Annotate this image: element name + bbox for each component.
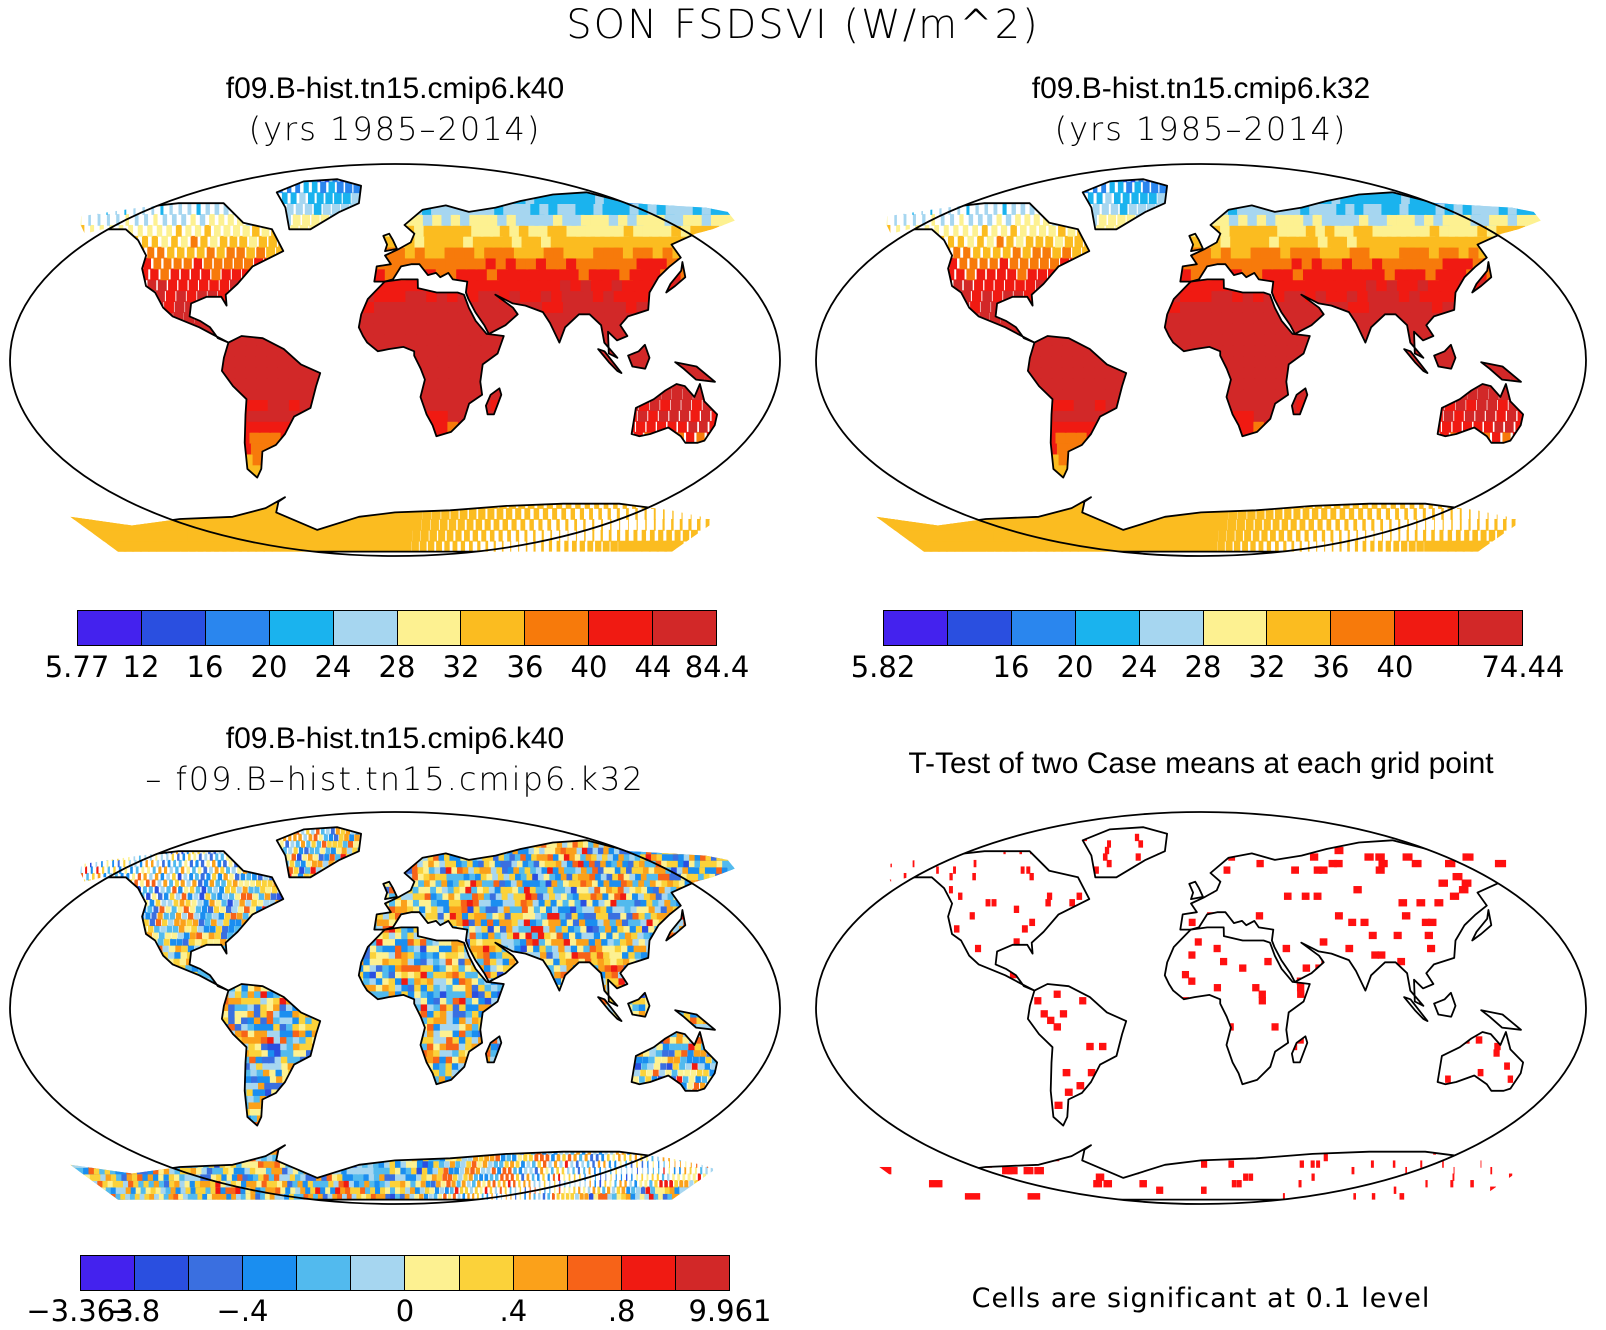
colorbar-tick-label: −.8 xyxy=(108,1294,160,1328)
map-ttest xyxy=(806,808,1596,1208)
colorbar-swatch xyxy=(1140,611,1204,645)
colorbar-swatch xyxy=(948,611,1012,645)
colorbar-case1 xyxy=(77,610,717,646)
colorbar-tick-label: 44 xyxy=(635,650,672,684)
figure-title: SON FSDSVI (W/m^2) xyxy=(0,2,1606,48)
colorbar-swatch xyxy=(460,1256,514,1290)
panel-diff-title: f09.B-hist.tn15.cmip6.k40 – f09.B–hist.t… xyxy=(0,722,790,798)
colorbar-tick-label: 16 xyxy=(187,650,224,684)
colorbar-swatch xyxy=(135,1256,189,1290)
colorbar-swatch xyxy=(206,611,270,645)
colorbar-tick-label: 5.77 xyxy=(45,650,110,684)
colorbar-tick-label: 20 xyxy=(1057,650,1094,684)
colorbar-tick-label: 84.4 xyxy=(685,650,750,684)
panel-diff-subtraction: – f09.B–hist.tn15.cmip6.k32 xyxy=(0,760,790,798)
colorbar-swatch xyxy=(1012,611,1076,645)
colorbar-tick-label: 36 xyxy=(1313,650,1350,684)
colorbar-tick-label: 24 xyxy=(1121,650,1158,684)
colorbar-swatch xyxy=(142,611,206,645)
colorbar-tick-label: 32 xyxy=(443,650,480,684)
colorbar-tick-label: −.4 xyxy=(217,1294,269,1328)
colorbar-tick-label: 40 xyxy=(571,650,608,684)
colorbar-swatch xyxy=(514,1256,568,1290)
panel-case1-years: (yrs 1985–2014) xyxy=(0,110,790,148)
map-case2 xyxy=(806,160,1596,560)
colorbar-swatch xyxy=(243,1256,297,1290)
colorbar-swatch xyxy=(461,611,525,645)
panel-case1-name: f09.B-hist.tn15.cmip6.k40 xyxy=(0,72,790,106)
colorbar-swatch xyxy=(1267,611,1331,645)
colorbar-swatch xyxy=(1204,611,1268,645)
colorbar-swatch xyxy=(525,611,589,645)
colorbar-tick-label: 28 xyxy=(1185,650,1222,684)
colorbar-swatch xyxy=(81,1256,135,1290)
colorbar-tick-label: 16 xyxy=(993,650,1030,684)
colorbar-tick-label: 12 xyxy=(123,650,160,684)
colorbar-swatch xyxy=(270,611,334,645)
colorbar-tick-label: 74.44 xyxy=(1481,650,1564,684)
colorbar-swatch xyxy=(398,611,462,645)
panel-case2-years: (yrs 1985–2014) xyxy=(806,110,1596,148)
colorbar-tick-label: 40 xyxy=(1377,650,1414,684)
panel-case1-title: f09.B-hist.tn15.cmip6.k40 (yrs 1985–2014… xyxy=(0,72,790,148)
colorbar-tick-label: 28 xyxy=(379,650,416,684)
colorbar-tick-label: .4 xyxy=(499,1294,527,1328)
colorbar-tick-label: 24 xyxy=(315,650,352,684)
panel-case2-title: f09.B-hist.tn15.cmip6.k32 (yrs 1985–2014… xyxy=(806,72,1596,148)
colorbar-swatch xyxy=(1331,611,1395,645)
panel-case2-name: f09.B-hist.tn15.cmip6.k32 xyxy=(806,72,1596,106)
colorbar-swatch xyxy=(78,611,142,645)
panel-ttest-title: T-Test of two Case means at each grid po… xyxy=(806,747,1596,781)
colorbar-tick-label: 32 xyxy=(1249,650,1286,684)
colorbar-swatch xyxy=(297,1256,351,1290)
globe-background xyxy=(816,812,1586,1204)
colorbar-tick-label: 5.82 xyxy=(851,650,916,684)
significance-note: Cells are significant at 0.1 level xyxy=(806,1283,1596,1314)
colorbar-swatch xyxy=(653,611,716,645)
colorbar-tick-label: .8 xyxy=(608,1294,636,1328)
colorbar-swatch xyxy=(334,611,398,645)
colorbar-tick-label: 9.961 xyxy=(688,1294,771,1328)
map-case1 xyxy=(0,160,790,560)
colorbar-swatch xyxy=(568,1256,622,1290)
colorbar-swatch xyxy=(622,1256,676,1290)
colorbar-swatch xyxy=(351,1256,405,1290)
colorbar-diff xyxy=(80,1255,730,1291)
panel-diff-name: f09.B-hist.tn15.cmip6.k40 xyxy=(0,722,790,756)
panel-ttest-name: T-Test of two Case means at each grid po… xyxy=(806,747,1596,781)
colorbar-case2 xyxy=(883,610,1523,646)
colorbar-tick-label: 20 xyxy=(251,650,288,684)
colorbar-swatch xyxy=(189,1256,243,1290)
colorbar-swatch xyxy=(676,1256,729,1290)
colorbar-swatch xyxy=(405,1256,459,1290)
colorbar-swatch xyxy=(1459,611,1522,645)
colorbar-swatch xyxy=(1395,611,1459,645)
colorbar-swatch xyxy=(589,611,653,645)
colorbar-tick-label: 0 xyxy=(396,1294,414,1328)
colorbar-tick-label: 36 xyxy=(507,650,544,684)
colorbar-swatch xyxy=(884,611,948,645)
colorbar-swatch xyxy=(1076,611,1140,645)
map-diff xyxy=(0,808,790,1208)
